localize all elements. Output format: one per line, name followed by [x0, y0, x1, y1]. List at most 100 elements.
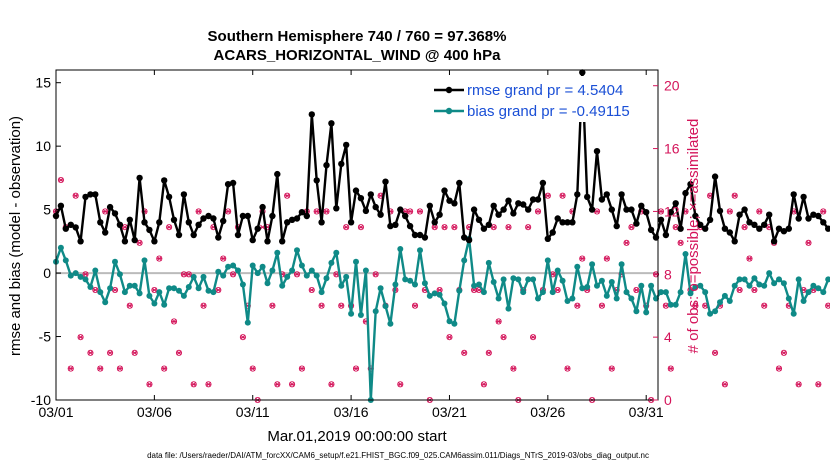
bias-point [136, 290, 143, 297]
rmse-point [554, 215, 561, 222]
bias-point [707, 310, 714, 317]
rmse-point [706, 216, 714, 223]
bias-point [353, 258, 359, 265]
chart-title-line-1: Southern Hemisphere 740 / 760 = 97.368% [208, 28, 507, 45]
bias-point [131, 282, 138, 289]
rmse-point [259, 203, 266, 211]
rmse-point [711, 173, 719, 180]
rmse-point [392, 221, 399, 228]
bias-point [426, 292, 433, 299]
bias-point [82, 276, 89, 283]
obs-assimilated-marker [156, 256, 163, 262]
bias-point [407, 277, 414, 284]
rmse-point [220, 217, 227, 225]
rmse-point [647, 226, 655, 234]
right-y-tick-label: 8 [664, 266, 672, 282]
bias-point [598, 277, 605, 284]
bias-point [721, 292, 728, 299]
x-tick-label: 03/06 [137, 404, 172, 420]
obs-assimilated-marker [820, 208, 827, 214]
plot-frame [55, 69, 659, 401]
chart-title-line-2: ACARS_HORIZONTAL_WIND @ 400 hPa [214, 47, 502, 64]
rmse-point [421, 234, 429, 241]
bias-point [569, 295, 576, 302]
rmse-point [584, 193, 591, 201]
obs-assimilated-marker [58, 177, 64, 183]
rmse-point [234, 231, 242, 239]
data-file-footnote: data file: /Users/raeder/DAI/ATM_forcXX/… [147, 451, 649, 460]
bias-point [318, 289, 325, 296]
rmse-point [288, 216, 296, 223]
rmse-point [766, 211, 773, 218]
rmse-point [579, 69, 586, 76]
obs-assimilated-marker [672, 224, 679, 230]
bias-point [510, 275, 517, 282]
obs-assimilated-marker [176, 350, 182, 356]
bias-point [72, 270, 79, 277]
bias-point [589, 261, 596, 268]
bias-point [800, 298, 807, 304]
obs-assimilated-marker [77, 334, 84, 340]
obs-assimilated-marker [146, 381, 153, 387]
obs-assimilated-marker [126, 303, 133, 309]
rmse-series [52, 69, 830, 245]
bias-point [638, 282, 645, 289]
rmse-point [136, 174, 143, 182]
x-axis-ticks: 03/01 03/06 03/11 03/16 03/21 03/26 03/31 [38, 70, 664, 420]
rmse-point [736, 211, 743, 218]
obs-assimilated-marker [471, 287, 477, 293]
rmse-point [702, 225, 709, 232]
bias-point [594, 282, 600, 289]
rmse-point [505, 197, 512, 204]
obs-assimilated-marker [220, 256, 227, 262]
rmse-point [244, 212, 251, 220]
obs-assimilated-marker [481, 381, 487, 387]
rmse-point [377, 211, 384, 218]
obs-assimilated-marker [122, 224, 128, 230]
obs-assimilated-marker [781, 350, 787, 356]
rmse-point [761, 221, 768, 228]
bias-point [289, 267, 296, 274]
rmse-point [628, 206, 635, 213]
obs-assimilated-marker [353, 366, 359, 372]
obs-assimilated-marker [495, 318, 502, 324]
rmse-point [161, 177, 168, 184]
bias-point [736, 276, 743, 283]
obs-assimilated-marker [486, 350, 492, 356]
obs-assimilated-marker [328, 381, 335, 387]
rmse-point [638, 202, 645, 209]
rmse-point [151, 238, 158, 245]
bias-point [210, 289, 217, 296]
rmse-point [185, 219, 192, 226]
bias-point [230, 262, 237, 269]
bias-point [67, 272, 74, 279]
obs-assimilated-marker [741, 224, 748, 230]
rmse-point [687, 181, 694, 188]
bias-point [87, 284, 94, 290]
obs-assimilated-marker [436, 287, 443, 293]
obs-assimilated-marker [136, 240, 143, 246]
obs-assimilated-marker [131, 350, 138, 356]
obs-assimilated-marker [525, 224, 531, 230]
rmse-point [643, 209, 650, 216]
obs-assimilated-marker [308, 287, 315, 293]
obs-assimilated-marker [825, 303, 830, 309]
rmse-point [170, 216, 178, 223]
rmse-point [239, 212, 247, 220]
obs-assimilated-marker [736, 287, 743, 293]
obs-assimilated-marker [102, 208, 108, 214]
rmse-point [62, 225, 69, 232]
rmse-point [456, 179, 463, 187]
rmse-point [770, 238, 778, 245]
rmse-point [416, 231, 424, 239]
obs-assimilated-marker [722, 381, 728, 387]
rmse-point [303, 212, 310, 220]
rmse-point [126, 216, 133, 223]
bias-point [520, 289, 527, 296]
rmse-point [67, 221, 75, 228]
bias-point [579, 285, 586, 292]
y-tick-label: -5 [39, 329, 52, 345]
bias-point [146, 292, 153, 299]
obs-assimilated-marker [559, 193, 566, 199]
bias-point [603, 292, 610, 299]
